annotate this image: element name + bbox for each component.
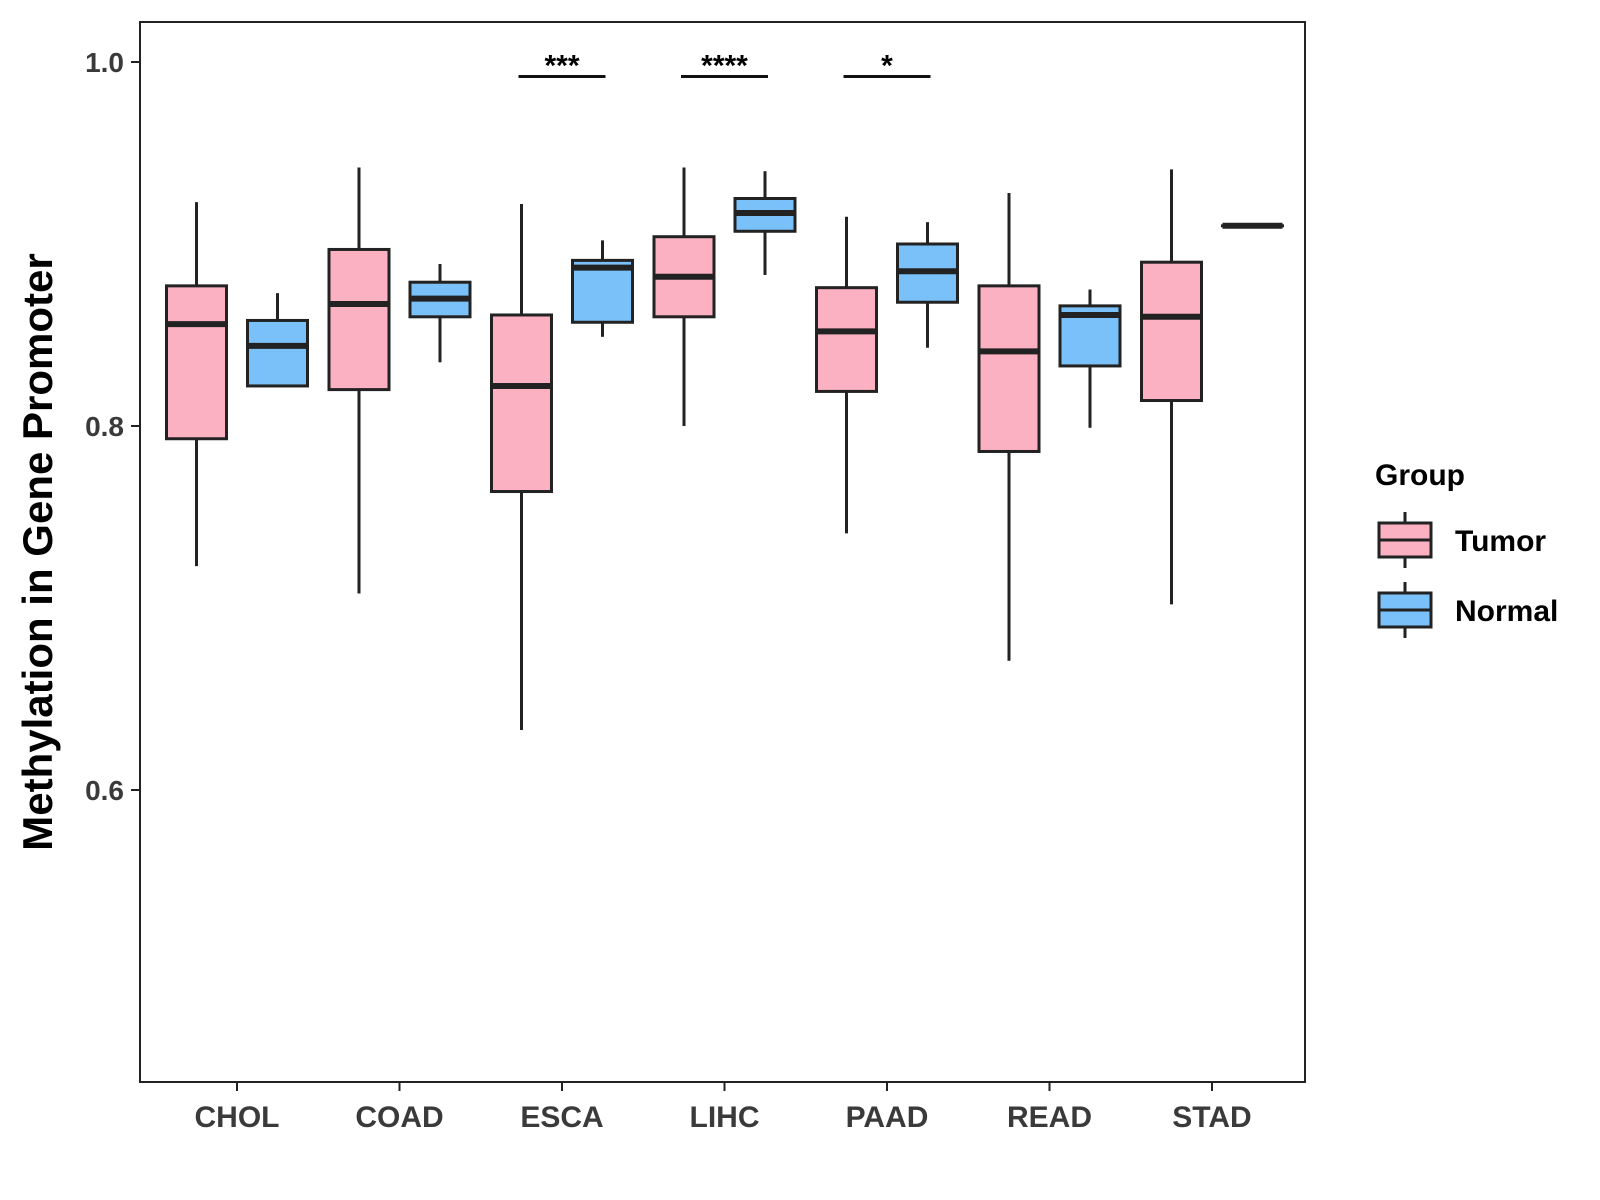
box-tumor-coad (327, 167, 391, 594)
box-iqr (815, 286, 878, 393)
box-normal-esca (571, 240, 634, 337)
x-axis: CHOL COAD ESCA LIHC PAAD READ STAD (195, 1082, 1252, 1134)
legend-item-tumor: Tumor (1377, 512, 1546, 568)
box-iqr (490, 313, 553, 494)
box-iqr (977, 284, 1041, 453)
x-tick-label: READ (1007, 1101, 1092, 1134)
box-normal-paad (896, 222, 959, 348)
legend-item-normal: Normal (1377, 582, 1558, 638)
y-tick-label: 0.8 (85, 411, 124, 442)
box-layer (165, 167, 1284, 730)
plot-panel (139, 21, 1306, 1083)
x-tick-label: ESCA (520, 1101, 603, 1134)
x-tick-label: COAD (355, 1101, 443, 1134)
significance-label: **** (701, 50, 748, 83)
box-tumor-read (977, 193, 1041, 661)
box-normal-chol (246, 293, 309, 388)
y-axis-label: Methylation in Gene Promoter (14, 253, 61, 850)
x-tick-label: LIHC (690, 1101, 760, 1134)
box-normal-lihc (733, 171, 797, 275)
legend: Group Tumor Normal (1375, 459, 1558, 638)
legend-label: Tumor (1455, 525, 1546, 558)
box-iqr (571, 258, 634, 324)
box-normal-coad (408, 264, 472, 363)
box-tumor-stad (1140, 169, 1203, 605)
box-tumor-lihc (652, 167, 716, 426)
box-normal-read (1058, 289, 1122, 428)
x-tick-label: CHOL (195, 1101, 280, 1134)
box-iqr (246, 318, 309, 388)
box-tumor-paad (815, 216, 878, 534)
box-iqr (327, 247, 391, 392)
box-tumor-chol (165, 202, 228, 567)
significance-label: *** (544, 50, 579, 83)
box-tumor-esca (490, 203, 553, 730)
x-tick-label: STAD (1172, 1101, 1251, 1134)
y-tick-label: 1.0 (85, 47, 124, 78)
legend-title: Group (1375, 459, 1465, 492)
box-iqr (1140, 260, 1203, 403)
y-axis: 0.6 0.8 1.0 (85, 47, 140, 806)
box-iqr (165, 284, 228, 441)
significance-layer: *** **** * (518, 50, 931, 83)
x-tick-label: PAAD (846, 1101, 929, 1134)
y-tick-label: 0.6 (85, 775, 124, 806)
significance-label: * (881, 50, 893, 83)
legend-label: Normal (1455, 595, 1558, 628)
